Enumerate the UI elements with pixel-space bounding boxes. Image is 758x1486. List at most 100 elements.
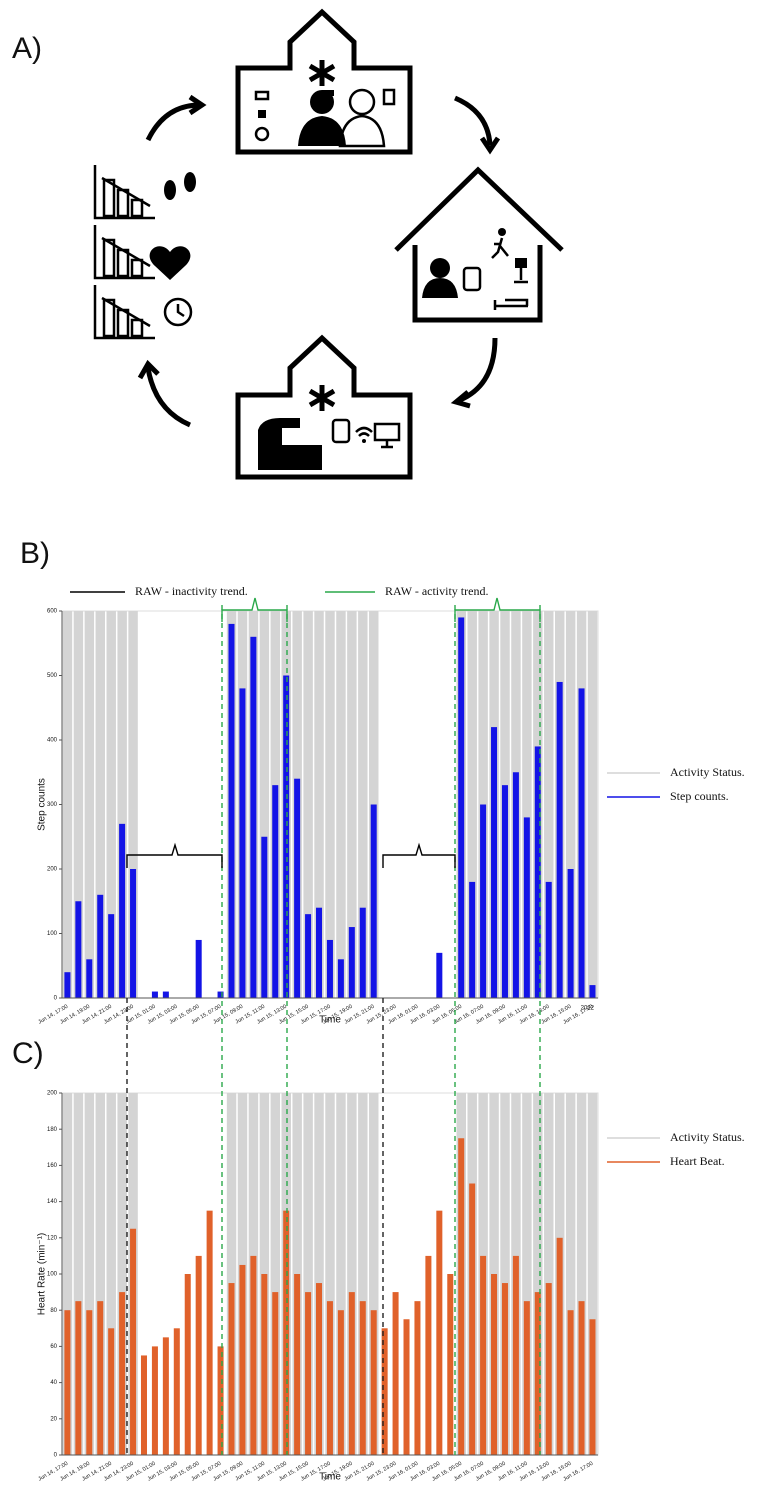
data-bar <box>272 785 279 998</box>
data-bar <box>75 1301 82 1455</box>
activity-bar <box>303 611 313 998</box>
activity-bar <box>325 611 335 998</box>
activity-bar <box>128 611 138 998</box>
activity-bar <box>347 1093 357 1455</box>
y-tick-label: 500 <box>47 673 58 679</box>
activity-bar <box>565 1093 576 1455</box>
activity-bar <box>95 1093 106 1455</box>
activity-bar <box>106 611 116 998</box>
panel-label: B) <box>20 537 50 570</box>
data-bar <box>359 1301 366 1455</box>
data-bar <box>589 985 596 998</box>
activity-bar <box>358 611 368 998</box>
y-tick-label: 80 <box>50 1308 57 1314</box>
x-axis-label: Time <box>319 1015 341 1026</box>
data-bar <box>195 1255 202 1455</box>
data-bar <box>425 1255 432 1455</box>
activity-bar <box>522 1093 532 1455</box>
activity-bar <box>259 611 270 998</box>
data-bar <box>403 1319 410 1455</box>
care-cycle-diagram <box>93 8 564 480</box>
data-bar <box>458 1138 465 1455</box>
data-bar <box>501 785 508 998</box>
y-tick-label: 400 <box>47 738 58 744</box>
data-bar <box>392 1292 399 1455</box>
data-bar <box>447 1274 454 1455</box>
data-bar <box>239 688 246 998</box>
y-tick-label: 160 <box>47 1163 58 1169</box>
activity-bar <box>544 611 554 998</box>
x-axis-label: Time <box>319 1472 341 1483</box>
data-bar <box>567 869 574 998</box>
data-bar <box>97 894 104 998</box>
data-bar <box>108 914 115 998</box>
y-tick-label: 0 <box>54 1453 58 1459</box>
data-bar <box>491 727 498 998</box>
activity-bar <box>117 611 127 998</box>
data-bar <box>315 907 323 998</box>
data-bar <box>337 959 344 998</box>
data-bar <box>512 772 519 998</box>
activity-bar <box>533 1093 543 1455</box>
data-bar <box>414 1301 421 1455</box>
activity-bar <box>358 1093 368 1455</box>
annotation: RAW - inactivity trend. <box>135 584 248 598</box>
data-bar <box>337 1310 344 1455</box>
activity-bar <box>325 1093 335 1455</box>
activity-bar <box>347 611 357 998</box>
y-axis-label: Step counts <box>37 778 48 831</box>
activity-bar <box>587 611 598 998</box>
activity-bar <box>73 611 84 998</box>
activity-bar <box>117 1093 127 1455</box>
data-bar <box>217 991 224 998</box>
activity-bar <box>314 611 324 998</box>
data-bar <box>130 1228 137 1455</box>
activity-bar <box>587 1093 598 1455</box>
legend-label: Heart Beat. <box>670 1154 725 1168</box>
data-bar <box>119 1292 126 1455</box>
legend-label: Activity Status. <box>670 1130 745 1144</box>
data-bar <box>206 1210 213 1455</box>
data-bar <box>578 688 585 998</box>
data-bar <box>512 1255 519 1455</box>
data-bar <box>370 804 377 998</box>
y-tick-label: 20 <box>50 1416 57 1422</box>
annotation: RAW - activity trend. <box>385 584 488 598</box>
data-bar <box>130 869 137 998</box>
data-bar <box>162 1337 169 1455</box>
data-bar <box>261 836 268 998</box>
activity-bar <box>270 1093 281 1455</box>
legend-label: Activity Status. <box>670 765 745 779</box>
activity-bar <box>522 611 532 998</box>
data-bar <box>294 1274 301 1455</box>
data-bar <box>523 1301 530 1455</box>
panel-label: A) <box>12 32 42 65</box>
data-bar <box>534 1292 541 1455</box>
y-tick-label: 600 <box>47 609 58 615</box>
activity-bar <box>500 1093 510 1455</box>
data-bar <box>151 991 158 998</box>
activity-bar <box>565 611 576 998</box>
data-bar <box>348 927 355 998</box>
data-bar <box>250 636 257 998</box>
data-bar <box>458 617 465 998</box>
data-bar <box>97 1301 104 1455</box>
data-bar <box>436 1210 443 1455</box>
data-bar <box>75 901 82 998</box>
activity-bar <box>106 1093 116 1455</box>
data-bar <box>348 1292 355 1455</box>
data-bar <box>217 1346 224 1455</box>
y-tick-label: 0 <box>54 996 58 1002</box>
activity-bar <box>303 1093 313 1455</box>
data-bar <box>359 907 366 998</box>
trend-connectors <box>126 605 541 1455</box>
data-bar <box>545 881 552 998</box>
panel-label: C) <box>12 1037 44 1070</box>
data-bar <box>305 1292 312 1455</box>
y-tick-label: 140 <box>47 1199 58 1205</box>
data-bar <box>272 1292 279 1455</box>
y-tick-label: 120 <box>47 1235 58 1241</box>
data-bar <box>589 1319 596 1455</box>
data-bar <box>523 817 530 998</box>
